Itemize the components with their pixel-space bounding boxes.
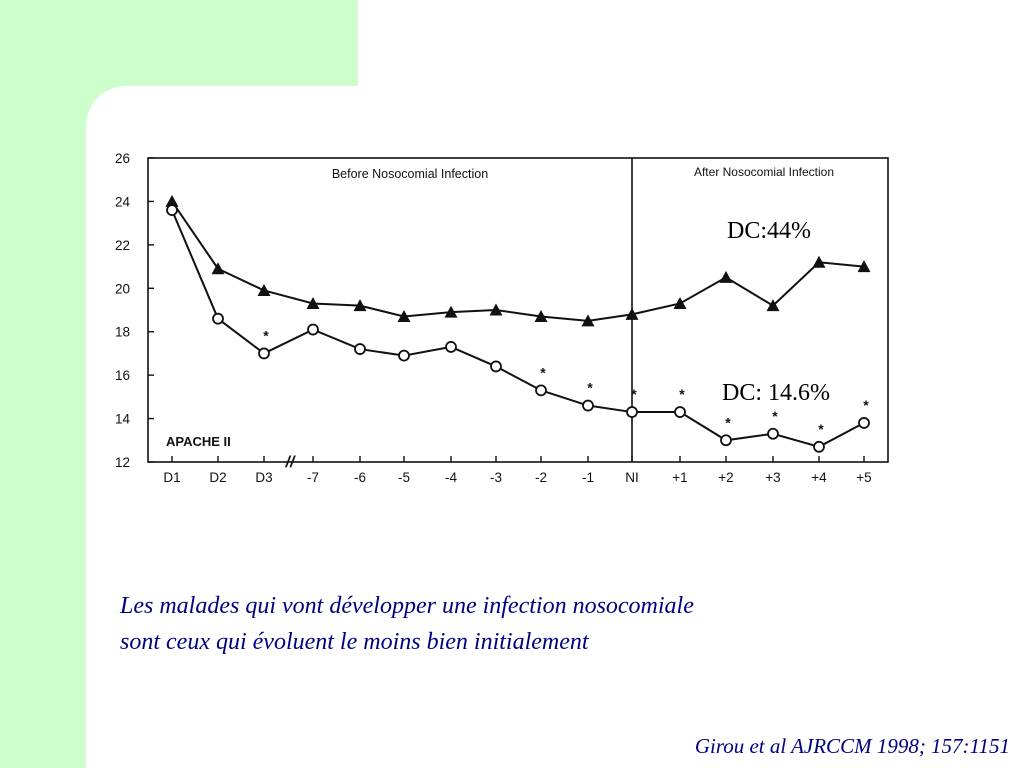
circle-point: [166, 204, 178, 217]
triangle-point: [534, 310, 548, 323]
triangle-point: [397, 310, 411, 323]
series-line-circle: [171, 209, 865, 448]
x-tick-label: +5: [856, 470, 871, 485]
x-tick-label: -5: [398, 470, 410, 485]
triangle-point: [165, 194, 179, 207]
significance-star: *: [631, 386, 637, 402]
caption-line-1: Les malades qui vont développer une infe…: [120, 593, 694, 619]
x-tick-label: +2: [718, 470, 733, 485]
circle-point: [535, 384, 547, 397]
y-tick-label: 18: [115, 325, 130, 340]
y-tick-label: 24: [115, 194, 131, 209]
x-tick-label: +1: [672, 470, 687, 485]
triangle-point: [812, 255, 826, 268]
y-tick-label: 14: [115, 412, 131, 427]
x-tick-label: D2: [209, 470, 226, 485]
triangle-point: [211, 262, 225, 275]
panel-title-after: After Nosocomial Infection: [694, 165, 834, 179]
triangle-point: [489, 303, 503, 316]
triangle-point: [673, 296, 687, 309]
significance-star: *: [818, 421, 824, 437]
triangle-point: [306, 296, 320, 309]
triangle-point: [766, 299, 780, 312]
series-annotation-triangle: DC:44%: [727, 218, 811, 244]
y-tick-label: 20: [115, 281, 130, 296]
significance-star: *: [863, 397, 869, 413]
significance-star: *: [679, 386, 685, 402]
circle-point: [354, 343, 366, 355]
circle-point: [767, 427, 779, 440]
x-tick-label: +3: [765, 470, 780, 485]
circle-point: [720, 434, 732, 447]
axis-break-mark: //: [285, 454, 296, 471]
triangle-point: [581, 314, 595, 327]
x-tick-label: -1: [582, 470, 594, 485]
circle-point: [813, 440, 825, 453]
significance-star: *: [587, 380, 593, 396]
significance-star: *: [263, 327, 269, 343]
y-tick-label: 22: [115, 238, 130, 253]
significance-star: *: [725, 414, 731, 430]
x-tick-label: D3: [255, 470, 272, 485]
x-tick-label: NI: [625, 470, 639, 485]
triangle-point: [444, 305, 458, 318]
x-tick-label: D1: [163, 470, 180, 485]
series-annotation-circle: DC: 14.6%: [722, 380, 830, 406]
triangle-point: [353, 299, 367, 312]
x-tick-label: -7: [307, 470, 319, 485]
x-tick-label: -2: [535, 470, 547, 485]
triangle-point: [257, 283, 271, 296]
y-tick-label: 16: [115, 368, 130, 383]
x-tick-label: +4: [811, 470, 827, 485]
circle-point: [307, 323, 319, 336]
plot-area: [147, 157, 889, 463]
x-tick-label: -3: [490, 470, 502, 485]
triangle-point: [625, 307, 639, 320]
circle-point: [626, 406, 638, 418]
series-line-triangle: [171, 200, 865, 322]
y-tick-label: 26: [115, 151, 130, 166]
circle-point: [398, 349, 410, 362]
triangle-point: [719, 270, 733, 283]
significance-star: *: [540, 364, 546, 380]
y-axis-label: APACHE II: [166, 434, 231, 449]
significance-star: *: [772, 408, 778, 424]
y-tick-label: 12: [115, 455, 130, 470]
slide-caption: Les malades qui vont développer une infe…: [120, 588, 1000, 660]
circle-point: [445, 341, 457, 353]
circle-point: [674, 406, 686, 418]
caption-line-2: sont ceux qui évoluent le moins bien ini…: [120, 629, 589, 655]
circle-point: [258, 347, 270, 360]
citation: Girou et al AJRCCM 1998; 157:1151: [694, 734, 1010, 758]
x-tick-label: -4: [445, 470, 457, 485]
triangle-point: [857, 260, 871, 273]
panel-title-before: Before Nosocomial Infection: [332, 167, 488, 181]
circle-point: [490, 360, 502, 373]
circle-point: [212, 312, 224, 325]
x-tick-label: -6: [354, 470, 366, 485]
circle-point: [582, 399, 594, 412]
circle-point: [858, 417, 870, 429]
